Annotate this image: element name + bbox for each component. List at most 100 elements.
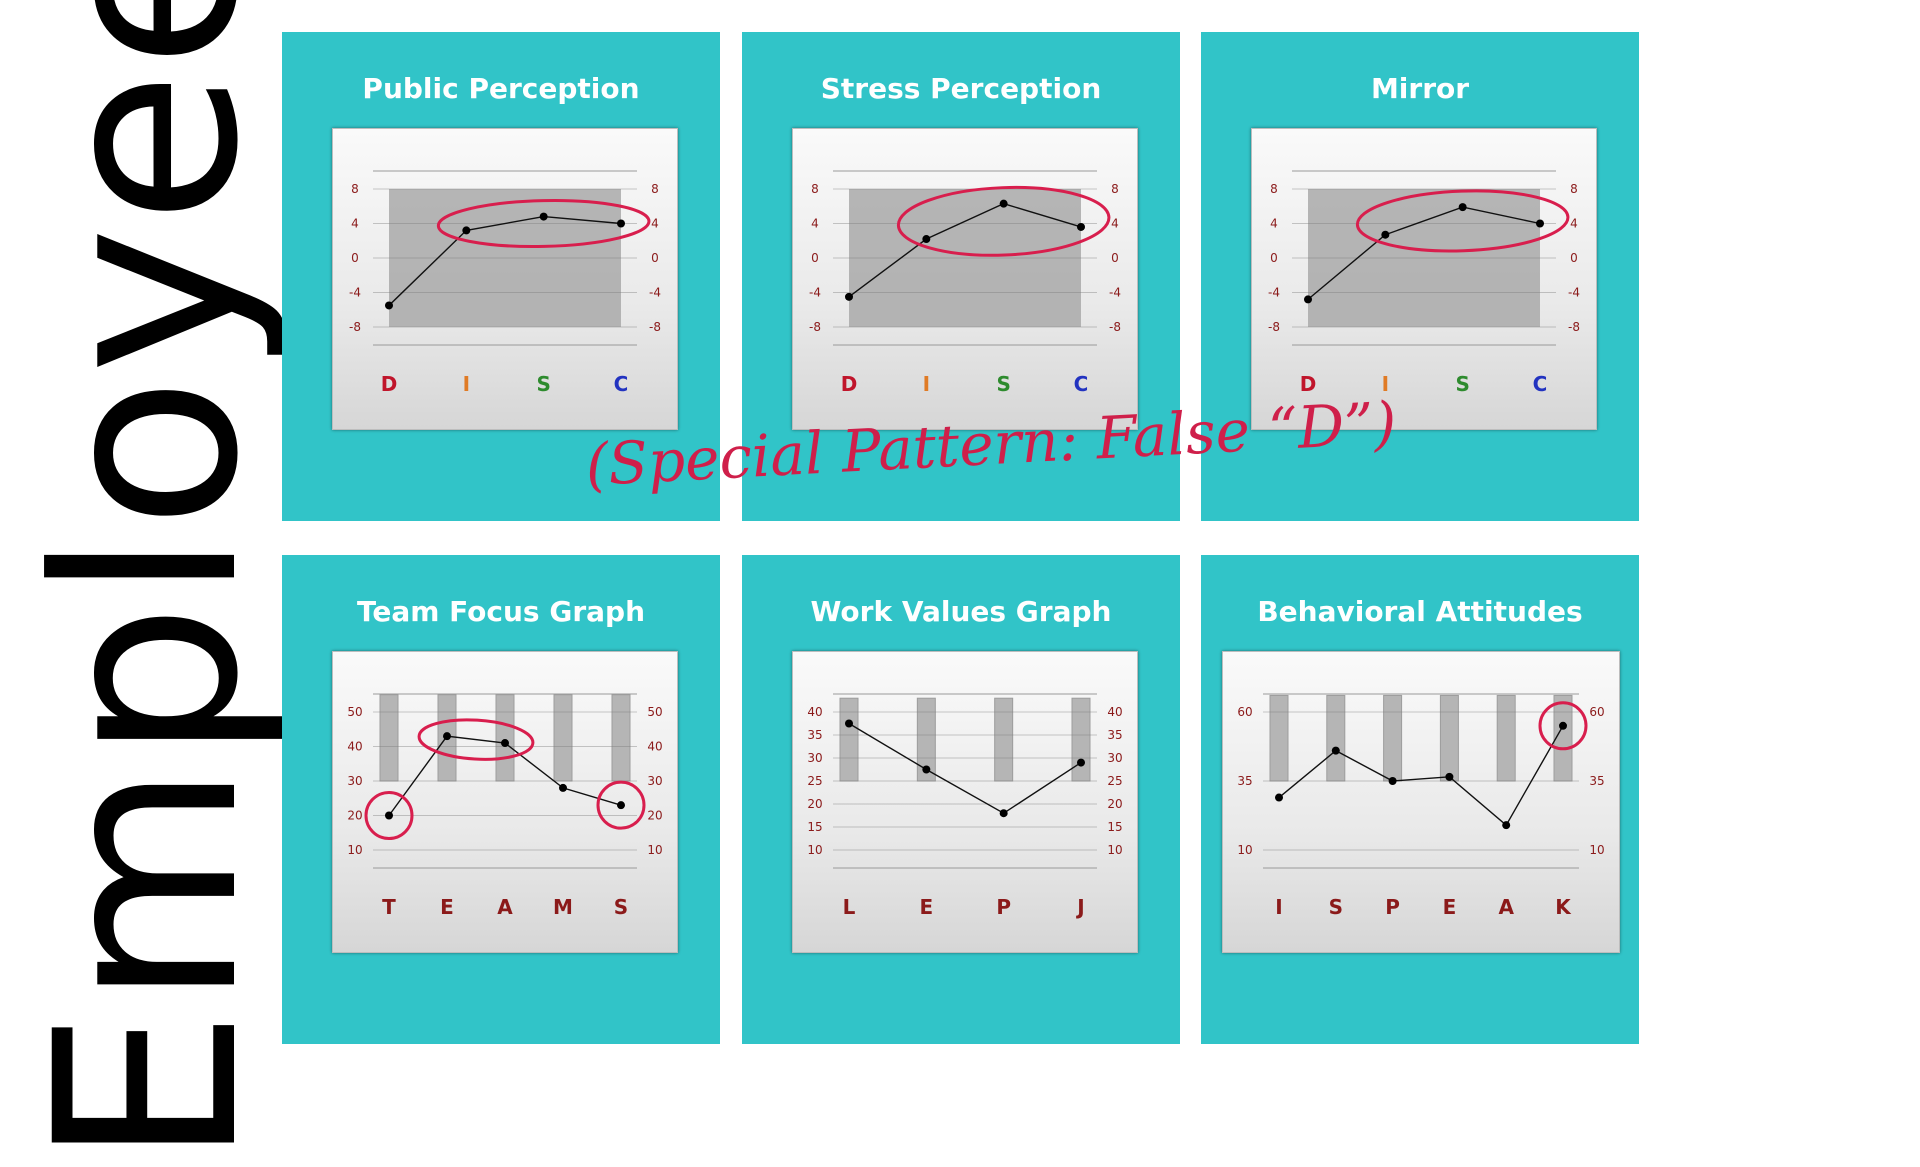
chart-area: 8 8 4 4 0 0 -4 -4 -8 -8 D I S C	[332, 128, 678, 430]
chart-area: 40 40 35 35 30 30 25 25 20 20 15 15 10 10 L E P J	[792, 651, 1138, 953]
y-tick-right: -4	[1109, 286, 1121, 300]
y-tick-right: 25	[1107, 774, 1122, 788]
data-point-S	[1458, 203, 1467, 212]
y-tick-right: 10	[1589, 843, 1604, 857]
category-label-C: C	[1074, 372, 1089, 396]
y-tick-right: 30	[647, 774, 662, 788]
category-label-E: E	[1443, 895, 1457, 919]
data-point-S	[617, 801, 625, 810]
category-label-C: C	[1533, 372, 1548, 396]
series-line	[848, 722, 1082, 815]
data-point-L	[845, 719, 853, 728]
data-point-C	[617, 219, 625, 228]
highlight-ellipse	[896, 185, 1111, 257]
chart-area: 50 50 40 40 30 30 20 20 10 10 T E A M S	[332, 651, 678, 953]
y-tick-right: 35	[1589, 774, 1604, 788]
y-tick-right: 4	[1111, 217, 1119, 231]
y-tick-left: 10	[1237, 843, 1252, 857]
y-tick-left: 15	[807, 820, 822, 834]
y-tick-left: 0	[1270, 251, 1278, 265]
background-bar-T	[379, 694, 399, 782]
y-tick-right: -8	[1568, 320, 1580, 334]
data-point-E	[443, 732, 451, 741]
y-tick-left: 40	[807, 705, 822, 719]
category-label-M: M	[553, 895, 573, 919]
data-point-A	[501, 739, 509, 748]
series-line	[1278, 725, 1564, 827]
chart-area: 8 8 4 4 0 0 -4 -4 -8 -8 D I S C	[1251, 128, 1597, 430]
y-tick-left: 20	[347, 809, 362, 823]
chart-svg: 8 8 4 4 0 0 -4 -4 -8 -8 D I S C	[809, 170, 1121, 396]
chart-title: Mirror	[1370, 72, 1470, 105]
data-point-K	[1559, 721, 1567, 730]
y-tick-left: 10	[347, 843, 362, 857]
y-tick-right: 0	[1570, 251, 1578, 265]
y-tick-right: 8	[1570, 182, 1578, 196]
y-tick-left: 35	[807, 728, 822, 742]
data-point-S	[999, 199, 1008, 208]
data-point-P	[999, 809, 1008, 818]
y-tick-left: 60	[1237, 705, 1252, 719]
y-tick-right: 0	[1111, 251, 1119, 265]
y-tick-right: 4	[1570, 217, 1578, 231]
y-tick-left: -8	[1268, 320, 1280, 334]
background-bar-L	[839, 697, 859, 782]
chart-svg: 8 8 4 4 0 0 -4 -4 -8 -8 D I S C	[1268, 170, 1580, 396]
y-tick-left: 8	[811, 182, 819, 196]
chart-title: Stress Perception	[820, 72, 1102, 105]
chart-panel-1: Public Perception 8 8 4 4 0 0 -4 -4 -8 -8 D I S C	[282, 32, 720, 521]
data-point-M	[559, 783, 567, 792]
category-label-P: P	[996, 895, 1011, 919]
y-tick-left: 40	[347, 740, 362, 754]
y-tick-left: -8	[349, 320, 361, 334]
y-tick-right: 10	[647, 843, 662, 857]
y-tick-right: -4	[1568, 286, 1580, 300]
chart-title: Work Values Graph	[810, 595, 1112, 628]
category-label-I: I	[1275, 895, 1282, 919]
category-label-A: A	[497, 895, 513, 919]
chart-title: Behavioral Attitudes	[1257, 595, 1583, 628]
background-bar-I	[1269, 694, 1289, 782]
category-label-E: E	[919, 895, 933, 919]
y-tick-right: 20	[647, 809, 662, 823]
category-label-S: S	[536, 372, 550, 396]
y-tick-right: 15	[1107, 820, 1122, 834]
series-line	[1307, 206, 1541, 300]
y-tick-right: 10	[1107, 843, 1122, 857]
y-tick-right: 40	[647, 740, 662, 754]
data-point-C	[1077, 222, 1085, 231]
chart-svg: 50 50 40 40 30 30 20 20 10 10 T E A M S	[347, 693, 663, 919]
category-label-S: S	[1329, 895, 1343, 919]
chart-svg: 60 60 35 35 10 10 I S P E A K	[1237, 693, 1605, 919]
y-tick-right: -4	[649, 286, 661, 300]
highlight-ellipse	[1355, 189, 1570, 253]
y-tick-left: 30	[347, 774, 362, 788]
y-tick-right: 20	[1107, 797, 1122, 811]
data-point-I	[1381, 230, 1390, 239]
background-bar-S	[611, 694, 631, 782]
y-tick-right: 35	[1107, 728, 1122, 742]
background-bar-E	[1439, 694, 1459, 782]
y-tick-left: 0	[811, 251, 819, 265]
data-point-T	[385, 811, 393, 820]
category-label-A: A	[1498, 895, 1514, 919]
chart-panel-6: Behavioral Attitudes 60 60 35 35 10 10 I S P E A K	[1201, 555, 1639, 1044]
category-label-C: C	[614, 372, 629, 396]
series-line	[388, 215, 622, 306]
category-label-T: T	[382, 895, 396, 919]
data-point-D	[1304, 295, 1312, 304]
y-tick-left: 35	[1237, 774, 1252, 788]
y-tick-right: 50	[647, 705, 662, 719]
data-point-I	[462, 226, 471, 235]
chart-panel-4: Team Focus Graph 50 50 40 40 30 30 20 20 10 10 T E A M…	[282, 555, 720, 1044]
chart-area: 60 60 35 35 10 10 I S P E A K	[1222, 651, 1620, 953]
category-label-I: I	[923, 372, 930, 396]
y-tick-left: 4	[351, 217, 359, 231]
category-label-S: S	[614, 895, 628, 919]
y-tick-right: 60	[1589, 705, 1604, 719]
data-point-E	[1445, 772, 1454, 781]
category-label-S: S	[996, 372, 1010, 396]
y-tick-right: 0	[651, 251, 659, 265]
background-bar-P	[1383, 694, 1403, 782]
chart-area: 8 8 4 4 0 0 -4 -4 -8 -8 D I S C	[792, 128, 1138, 430]
